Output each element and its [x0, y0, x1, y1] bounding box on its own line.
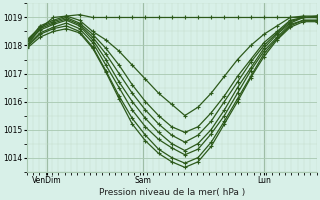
X-axis label: Pression niveau de la mer( hPa ): Pression niveau de la mer( hPa )	[99, 188, 245, 197]
